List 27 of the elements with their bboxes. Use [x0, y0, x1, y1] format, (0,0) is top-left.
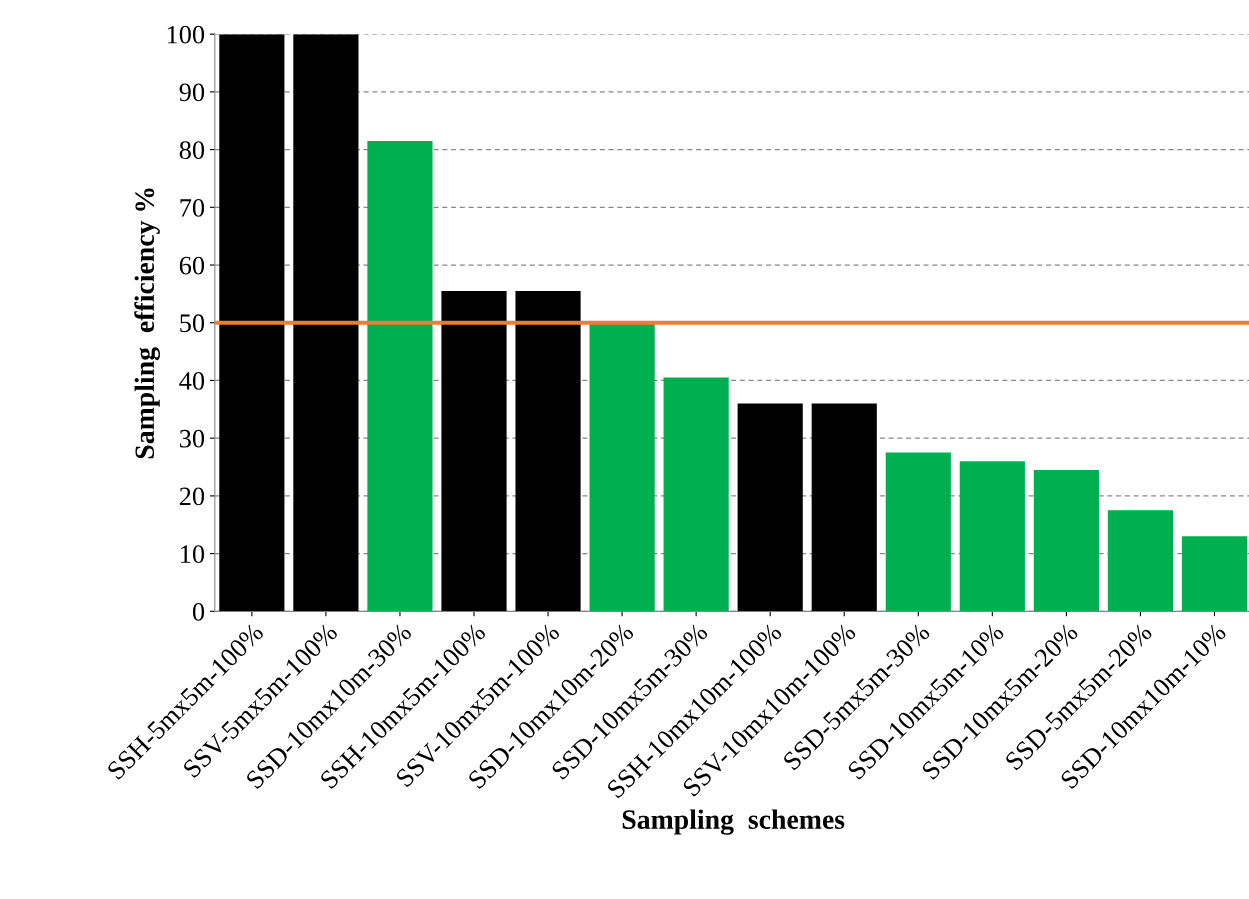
bar	[737, 403, 803, 612]
x-axis-title: Sampling schemes	[622, 809, 845, 835]
bar	[959, 461, 1025, 612]
y-tick-label: 0	[192, 602, 205, 621]
bar	[293, 34, 359, 612]
bar	[515, 291, 581, 612]
bar	[441, 291, 507, 612]
y-tick-label: 60	[179, 256, 205, 275]
bar	[663, 377, 729, 612]
bar	[219, 34, 285, 612]
y-tick-label: 50	[180, 314, 205, 333]
bar	[589, 322, 655, 612]
y-tick-label: 20	[179, 487, 205, 506]
y-axis-title: Sampling efficiency %	[134, 188, 160, 459]
bar	[1181, 536, 1248, 612]
bar	[1107, 510, 1174, 612]
bar	[367, 140, 433, 612]
y-tick-label: 100	[167, 25, 205, 44]
y-tick-label: 70	[180, 198, 205, 217]
bar	[1033, 469, 1099, 612]
y-tick-label: 10	[181, 545, 205, 564]
y-tick-label: 40	[179, 372, 205, 390]
bar	[811, 403, 877, 612]
y-tick-label: 90	[179, 83, 205, 102]
bar	[885, 452, 951, 612]
y-tick-label: 80	[179, 141, 205, 160]
y-tick-label: 30	[179, 429, 205, 448]
